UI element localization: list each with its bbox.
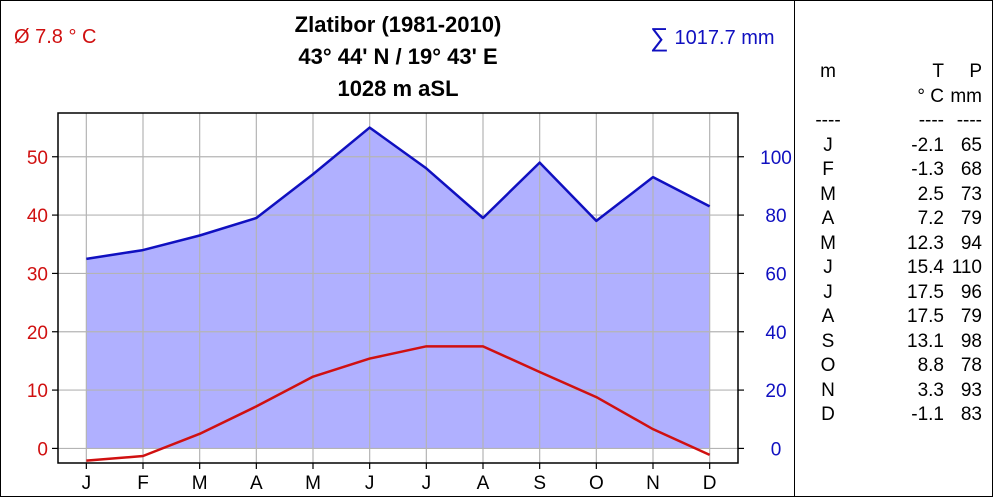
- cell-precipitation: 68: [960, 159, 982, 180]
- unit-temperature: ° C: [917, 85, 944, 107]
- table-row: F -1.3 68: [800, 158, 990, 183]
- table-row: S 13.1 98: [800, 330, 990, 355]
- header-precipitation: P: [969, 61, 982, 82]
- cell-precipitation: 94: [960, 232, 982, 254]
- unit-month: [800, 85, 856, 110]
- cell-month: N: [821, 379, 835, 401]
- header-temperature: T: [932, 61, 944, 82]
- separator-month: ----: [815, 110, 841, 131]
- x-axis-tick-label: J: [422, 473, 432, 494]
- chart-title-line1: Zlatibor (1981-2010): [294, 12, 502, 37]
- climate-chart: 0 10 20 30 40 50 0 20 40 60 80 100 J F M A M J J A S O N D: [27, 112, 792, 494]
- cell-temperature: 17.5: [907, 306, 944, 327]
- right-axis-tick-label: 80: [765, 206, 786, 227]
- table-row: O 8.8 78: [800, 354, 990, 379]
- cell-temperature: 2.5: [917, 183, 944, 205]
- chart-title-line3: 1028 m aSL: [337, 76, 459, 101]
- cell-precipitation: 83: [960, 404, 982, 425]
- cell-temperature: -1.1: [911, 404, 944, 425]
- cell-precipitation: 110: [951, 257, 982, 278]
- total-precipitation-label: ∑ 1017.7 mm: [650, 22, 775, 53]
- x-axis-tick-label: J: [365, 473, 375, 494]
- cell-temperature: -2.1: [911, 134, 944, 156]
- left-axis-tick-label: 20: [27, 323, 48, 344]
- sum-symbol: ∑: [650, 22, 669, 52]
- cell-month: O: [820, 355, 836, 376]
- precipitation-line: [86, 126, 711, 261]
- left-axis-tick-label: 10: [27, 381, 48, 402]
- cell-temperature: 8.8: [917, 355, 944, 376]
- x-axis-tick-label: N: [646, 473, 660, 494]
- plot-border: [57, 112, 739, 464]
- cell-month: S: [821, 330, 835, 352]
- right-axis-tick-label: 60: [765, 264, 786, 285]
- cell-month: A: [821, 208, 835, 229]
- table-row: A 7.2 79: [800, 207, 990, 232]
- cell-precipitation: 79: [960, 208, 982, 229]
- x-axis-tick-label: F: [137, 473, 149, 494]
- right-axis-tick-label: 100: [760, 148, 792, 169]
- table-separator-row: ---- ---- ----: [800, 109, 990, 134]
- cell-month: M: [820, 232, 836, 254]
- cell-temperature: 12.3: [907, 232, 944, 254]
- table-row: N 3.3 93: [800, 379, 990, 404]
- right-axis-tick-label: 0: [771, 439, 782, 460]
- cell-precipitation: 98: [960, 330, 982, 352]
- mean-temperature-label: Ø 7.8 ° C: [14, 26, 97, 48]
- temperature-line: [86, 345, 711, 462]
- cell-month: M: [820, 183, 836, 205]
- table-row: J 17.5 96: [800, 281, 990, 306]
- total-precipitation-value: 1017.7 mm: [674, 27, 775, 49]
- cell-month: F: [822, 159, 834, 180]
- table-row: M 2.5 73: [800, 183, 990, 208]
- table-row: A 17.5 79: [800, 305, 990, 330]
- chart-title-line2: 43° 44' N / 19° 43' E: [298, 44, 498, 69]
- table-body: J -2.1 65 F -1.3 68 M 2.5 73 A 7.2 79 M 12.3 94 J 15.4 11…: [800, 134, 990, 428]
- x-axis-tick-label: M: [305, 473, 321, 494]
- right-axis-tick-label: 20: [765, 381, 786, 402]
- x-axis-tick-label: D: [703, 473, 717, 494]
- panel-divider: [794, 0, 795, 497]
- cell-precipitation: 73: [960, 183, 982, 205]
- cell-precipitation: 96: [960, 281, 982, 303]
- x-axis-tick-label: J: [82, 473, 92, 494]
- table-row: J 15.4 110: [800, 256, 990, 281]
- climate-table: m T P ° C mm ---- ---- ---- J -2.1 65 F -1.3…: [800, 60, 990, 428]
- left-axis-tick-label: 40: [27, 206, 48, 227]
- x-axis-tick-label: A: [250, 473, 263, 494]
- precipitation-area: [86, 127, 710, 449]
- x-axis-tick-label: M: [192, 473, 208, 494]
- x-axis-tick-label: O: [589, 473, 604, 494]
- unit-precipitation: mm: [950, 85, 982, 107]
- cell-temperature: 15.4: [907, 257, 944, 278]
- cell-precipitation: 65: [960, 134, 982, 156]
- table-row: J -2.1 65: [800, 134, 990, 159]
- left-axis-tick-label: 30: [27, 264, 48, 285]
- cell-temperature: 17.5: [907, 281, 944, 303]
- table-header-row: m T P: [800, 60, 990, 85]
- table-row: M 12.3 94: [800, 232, 990, 257]
- separator-precipitation: ----: [956, 110, 982, 131]
- cell-month: J: [823, 281, 833, 303]
- separator-temperature: ----: [918, 110, 944, 131]
- cell-month: A: [821, 306, 835, 327]
- cell-temperature: -1.3: [911, 159, 944, 180]
- cell-temperature: 3.3: [917, 379, 944, 401]
- right-axis-tick-label: 40: [765, 323, 786, 344]
- x-axis-tick-label: S: [533, 473, 546, 494]
- cell-month: J: [823, 257, 833, 278]
- cell-temperature: 7.2: [917, 208, 944, 229]
- cell-month: D: [821, 404, 835, 425]
- header-month: m: [820, 61, 836, 82]
- left-axis-tick-label: 50: [27, 148, 48, 169]
- table-unit-row: ° C mm: [800, 85, 990, 110]
- x-axis-tick-label: A: [477, 473, 490, 494]
- left-axis-tick-label: 0: [37, 439, 48, 460]
- cell-precipitation: 93: [960, 379, 982, 401]
- cell-month: J: [823, 134, 833, 156]
- cell-temperature: 13.1: [907, 330, 944, 352]
- table-row: D -1.1 83: [800, 403, 990, 428]
- cell-precipitation: 79: [960, 306, 982, 327]
- cell-precipitation: 78: [960, 355, 982, 376]
